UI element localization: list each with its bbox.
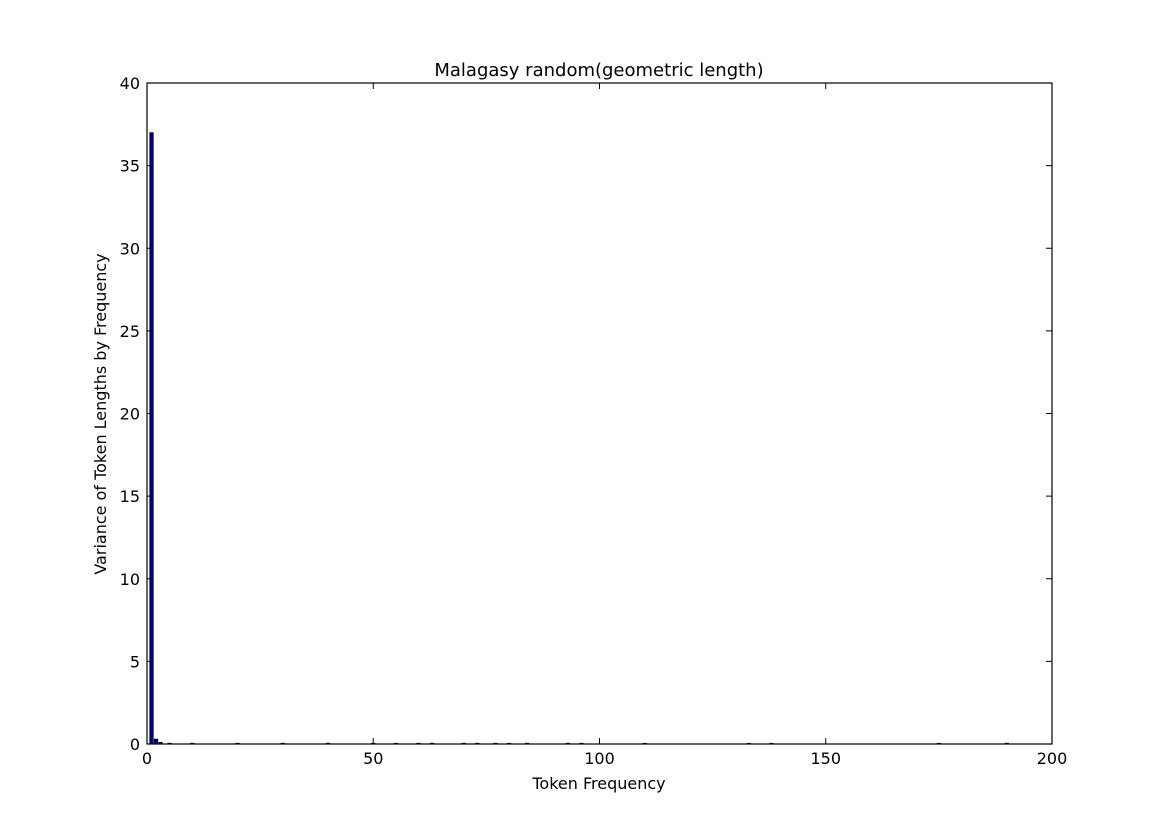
y-tick-label: 40 [120,74,140,93]
y-tick-label: 15 [120,487,140,506]
y-tick-label: 25 [120,322,140,341]
x-axis-label: Token Frequency [531,774,665,793]
bar [149,132,154,745]
x-tick-label: 0 [142,749,152,768]
x-tick-label: 200 [1037,749,1068,768]
x-tick-label: 100 [584,749,615,768]
bar [153,738,159,745]
y-tick-label: 10 [120,570,140,589]
y-tick-label: 35 [120,157,140,176]
y-tick-label: 30 [120,239,140,258]
plot-frame [146,82,1053,745]
x-tick-label: 150 [810,749,841,768]
chart-title: Malagasy random(geometric length) [434,60,763,81]
plot-area [147,83,1052,744]
y-tick-label: 20 [120,405,140,424]
y-tick-label: 0 [130,735,140,754]
y-tick-label: 5 [130,652,140,671]
y-axis-label: Variance of Token Lengths by Frequency [91,253,110,574]
x-tick-label: 50 [363,749,383,768]
ticks-layer: 0 50 100 150 200 0 5 10 15 20 25 30 35 40 [120,74,1068,768]
